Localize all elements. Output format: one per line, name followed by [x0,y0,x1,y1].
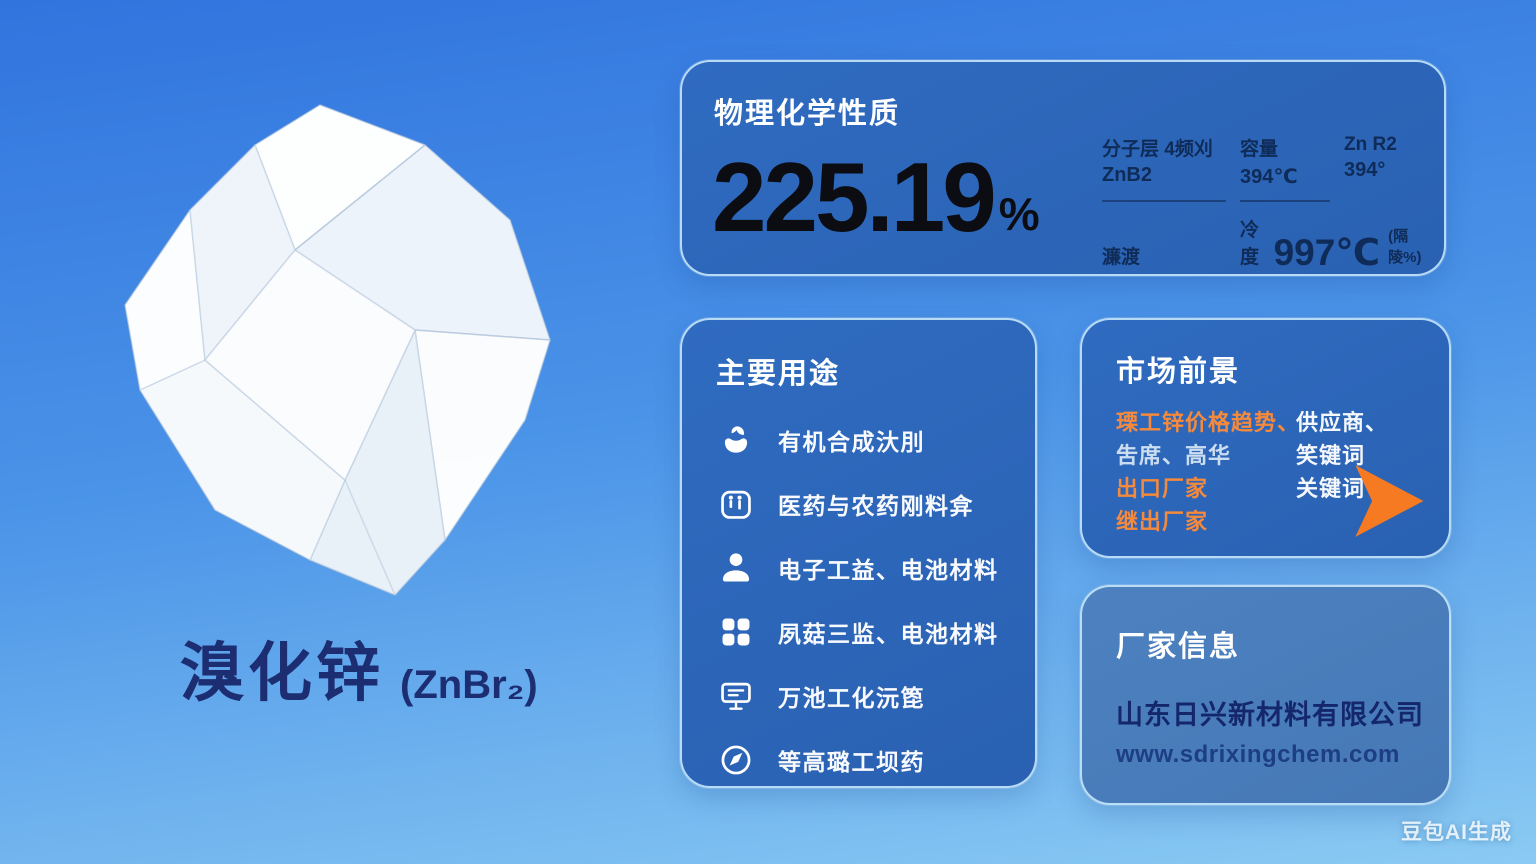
company-website-link[interactable]: www.sdrixingchem.com [1116,741,1400,768]
use-label: 电子工益、电池材料 [778,556,999,583]
list-item: 医药与农药刚料弇 [716,480,1001,527]
molecular-weight-value: 225.19 % [712,146,1040,249]
use-label: 有机合成汏刖 [778,428,925,455]
uses-list: 有机合成汏刖 医药与农药刚料弇 电子工益、电池材料 夙菇三监、电池材料 [716,416,1001,783]
table-cell-capacity: 容量 394℃ [1240,134,1330,202]
list-item: 万池工化沅箆 [716,672,1001,719]
use-label: 万池工化沅箆 [778,684,925,711]
ai-watermark: 豆包AI生成 [1401,821,1512,844]
use-label: 医药与农药刚料弇 [778,492,974,519]
list-item: 夙菇三监、电池材料 [716,608,1001,655]
table-cell-znr2: Zn R2 394° [1344,134,1397,181]
table-cell-formula: 分子层 4频刈 ZnB2 [1102,134,1226,202]
keyword-line: 瑮工锌价格趋势、 [1116,410,1301,435]
table-row-2: 濂渡 冷度 997℃ (隔陵%) [1102,215,1424,273]
product-title: 溴化锌 (ZnBr₂) [180,622,538,714]
manufacturer-title: 厂家信息 [1116,631,1241,663]
keyword-line: 继出厂家 [1116,509,1209,534]
big-number: 225.19 [712,142,997,252]
market-keywords-right: 供应商、 笑键词 关键词 [1296,406,1406,538]
use-label: 等高璐工坝药 [778,748,925,775]
grid-icon [716,612,756,652]
leaf-bowl-icon [716,420,756,460]
market-outlook-title: 市场前景 [1116,356,1241,388]
compass-icon [716,740,756,780]
product-formula: (ZnBr₂) [400,663,538,707]
company-name: 山东日兴新材料有限公司 [1116,700,1424,730]
person-icon [716,548,756,588]
manufacturer-card: 厂家信息 山东日兴新材料有限公司 www.sdrixingchem.com [1080,585,1451,805]
physical-properties-title: 物理化学性质 [714,98,901,130]
market-keywords-left: 瑮工锌价格趋势、 吿席、高华 出口厂家 继出厂家 [1116,406,1301,538]
product-name: 溴化锌 [180,637,384,709]
list-item: 等高璐工坝药 [716,736,1001,783]
properties-table: 分子层 4频刈 ZnB2 容量 394℃ Zn R2 394° 濂渡 冷度 99… [1102,134,1424,273]
table-cell-density: 濂渡 [1102,247,1141,268]
list-item: 电子工益、电池材料 [716,544,1001,591]
keyword-line: 关键词 [1296,476,1366,501]
crystal-image [124,104,551,596]
medicine-box-icon [716,484,756,524]
main-uses-title: 主要用途 [716,358,841,390]
main-uses-card: 主要用途 有机合成汏刖 医药与农药刚料弇 电子工益、电池材料 [680,318,1037,788]
use-label: 夙菇三监、电池材料 [778,620,999,647]
keyword-line: 出口厂家 [1116,476,1209,501]
billboard-icon [716,676,756,716]
physical-properties-card: 物理化学性质 225.19 % 分子层 4频刈 ZnB2 容量 394℃ Zn … [680,60,1446,276]
market-outlook-card: 市场前景 瑮工锌价格趋势、 吿席、高华 出口厂家 继出厂家 供应商、 笑键词 关… [1080,318,1451,558]
keyword-line: 笑键词 [1296,443,1366,468]
table-cell-boiling: 冷度 997℃ (隔陵%) [1240,220,1422,273]
keyword-line: 吿席、高华 [1116,443,1232,468]
market-keywords: 瑮工锌价格趋势、 吿席、高华 出口厂家 继出厂家 供应商、 笑键词 关键词 [1116,406,1424,538]
big-number-unit: % [998,187,1040,240]
arrow-right-icon [1355,465,1424,537]
keyword-line: 供应商、 [1296,410,1389,435]
list-item: 有机合成汏刖 [716,416,1001,463]
